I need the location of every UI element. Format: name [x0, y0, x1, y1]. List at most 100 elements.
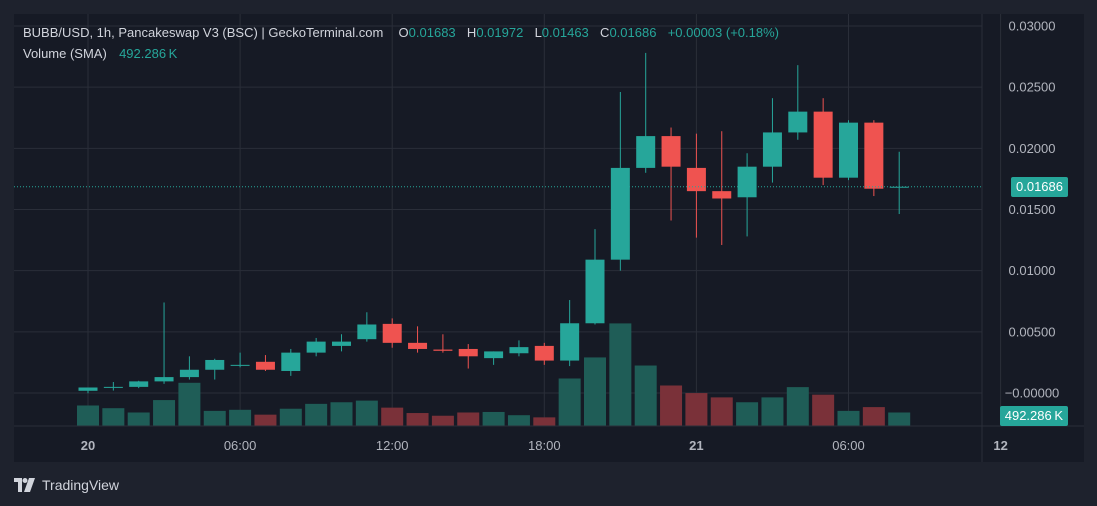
volume-tag: 492.286 K	[999, 406, 1068, 426]
volume-bar	[609, 323, 632, 426]
candle-body	[762, 132, 782, 167]
open-label: O	[398, 25, 409, 40]
candle-body	[839, 122, 858, 178]
tradingview-brand: TradingView	[42, 477, 120, 493]
candle-body	[433, 349, 453, 351]
volume-bar	[178, 382, 201, 426]
candle-body	[129, 381, 149, 387]
candle-body	[788, 111, 808, 133]
volume-bar	[685, 393, 708, 426]
x-tick-label: 06:00	[224, 438, 257, 453]
candle-body	[509, 347, 529, 354]
candle-body	[737, 166, 757, 198]
candle-body	[864, 122, 884, 189]
change-value: +0.00003 (+0.18%)	[667, 25, 779, 40]
grid-lines	[14, 14, 1002, 426]
candle-body	[382, 323, 402, 343]
candle-body	[103, 386, 123, 388]
candles	[78, 52, 909, 394]
candle-body	[813, 111, 833, 178]
candle-body	[560, 323, 580, 361]
last-price-tag: 0.01686	[1011, 176, 1068, 197]
volume-bar	[862, 407, 885, 426]
volume-bar	[736, 402, 759, 426]
volume-bar	[355, 400, 378, 426]
volume-bar	[305, 403, 328, 426]
candle-body	[78, 387, 98, 391]
volume-bar	[660, 385, 683, 426]
volume-bar	[558, 378, 581, 426]
y-tick-label: 0.02500	[1009, 80, 1056, 95]
volume-bar	[584, 357, 606, 426]
candlestick-chart[interactable]: 0.03000 0.02500 0.02000 0.01500 0.01000 0.005…	[14, 14, 1084, 462]
y-tick-label: 0.03000	[1009, 19, 1056, 34]
y-tick-label: 0.00500	[1009, 324, 1056, 339]
candle-body	[610, 167, 630, 260]
volume-bar	[203, 410, 226, 426]
volume-label: Volume (SMA)	[23, 46, 107, 61]
volume-bar	[761, 397, 784, 426]
candle-body	[585, 259, 605, 324]
volume-bar	[812, 394, 835, 426]
volume-bar	[330, 402, 353, 426]
chart-panel[interactable]: 0.03000 0.02500 0.02000 0.01500 0.01000 0.005…	[14, 14, 1084, 462]
candle-body	[661, 136, 681, 167]
candle-body	[686, 167, 706, 192]
volume-bar	[153, 400, 176, 426]
y-tick-label: 0.01500	[1009, 202, 1056, 217]
volume-bar	[431, 415, 454, 426]
high-label: H	[466, 25, 477, 40]
x-tick-label: 06:00	[832, 438, 865, 453]
symbol-title: BUBB/USD, 1h, Pancakeswap V3 (BSC) | Gec…	[23, 25, 384, 40]
x-tick-label: 20	[81, 438, 95, 453]
y-tick-label: −0.00000	[1005, 386, 1060, 401]
open-value: 0.01683	[408, 25, 456, 40]
x-tick-label: 12	[993, 438, 1007, 453]
volume-bar	[406, 413, 429, 426]
volume-bar	[634, 365, 657, 426]
tradingview-logo-icon	[14, 478, 35, 492]
volume-bar	[381, 407, 404, 426]
volume-bar	[127, 412, 150, 426]
candle-body	[281, 352, 301, 371]
low-value: 0.01463	[541, 25, 589, 40]
candle-body	[154, 377, 174, 382]
candle-body	[712, 191, 732, 199]
tradingview-logo[interactable]: TradingView	[14, 474, 119, 496]
candle-body	[179, 369, 199, 378]
volume-legend: Volume (SMA) 492.286 K	[23, 46, 177, 61]
y-tick-label: 0.01000	[1009, 263, 1056, 278]
volume-bar	[710, 397, 733, 426]
candle-body	[484, 351, 504, 359]
volume-bar	[279, 408, 302, 426]
candle-body	[534, 345, 554, 361]
candle-body	[332, 341, 351, 346]
volume-bar	[229, 409, 252, 426]
axes: 0.03000 0.02500 0.02000 0.01500 0.01000 0.005…	[14, 14, 1084, 462]
volume-bar	[102, 408, 125, 426]
volume-bar	[77, 405, 99, 426]
volume-bar	[533, 417, 556, 426]
volume-bar	[837, 410, 860, 426]
candle-body	[255, 361, 275, 370]
candle-body	[357, 324, 377, 340]
candle-body	[230, 364, 250, 366]
close-value: 0.01686	[609, 25, 657, 40]
candle-body	[306, 341, 326, 353]
x-tick-label: 12:00	[376, 438, 409, 453]
x-tick-label: 18:00	[528, 438, 561, 453]
volume-bar	[457, 412, 480, 426]
close-label: C	[600, 25, 610, 40]
candle-body	[458, 348, 478, 357]
volume-bar	[786, 387, 809, 426]
volume-bar	[888, 412, 911, 426]
volume-bar	[482, 411, 505, 426]
candle-body	[408, 342, 428, 349]
volume-bar	[507, 415, 530, 426]
candle-body	[636, 136, 656, 168]
y-tick-label: 0.02000	[1009, 141, 1056, 156]
x-tick-label: 21	[689, 438, 703, 453]
volume-bars	[77, 323, 911, 426]
volume-value: 492.286 K	[119, 46, 178, 61]
low-label: L	[534, 25, 542, 40]
